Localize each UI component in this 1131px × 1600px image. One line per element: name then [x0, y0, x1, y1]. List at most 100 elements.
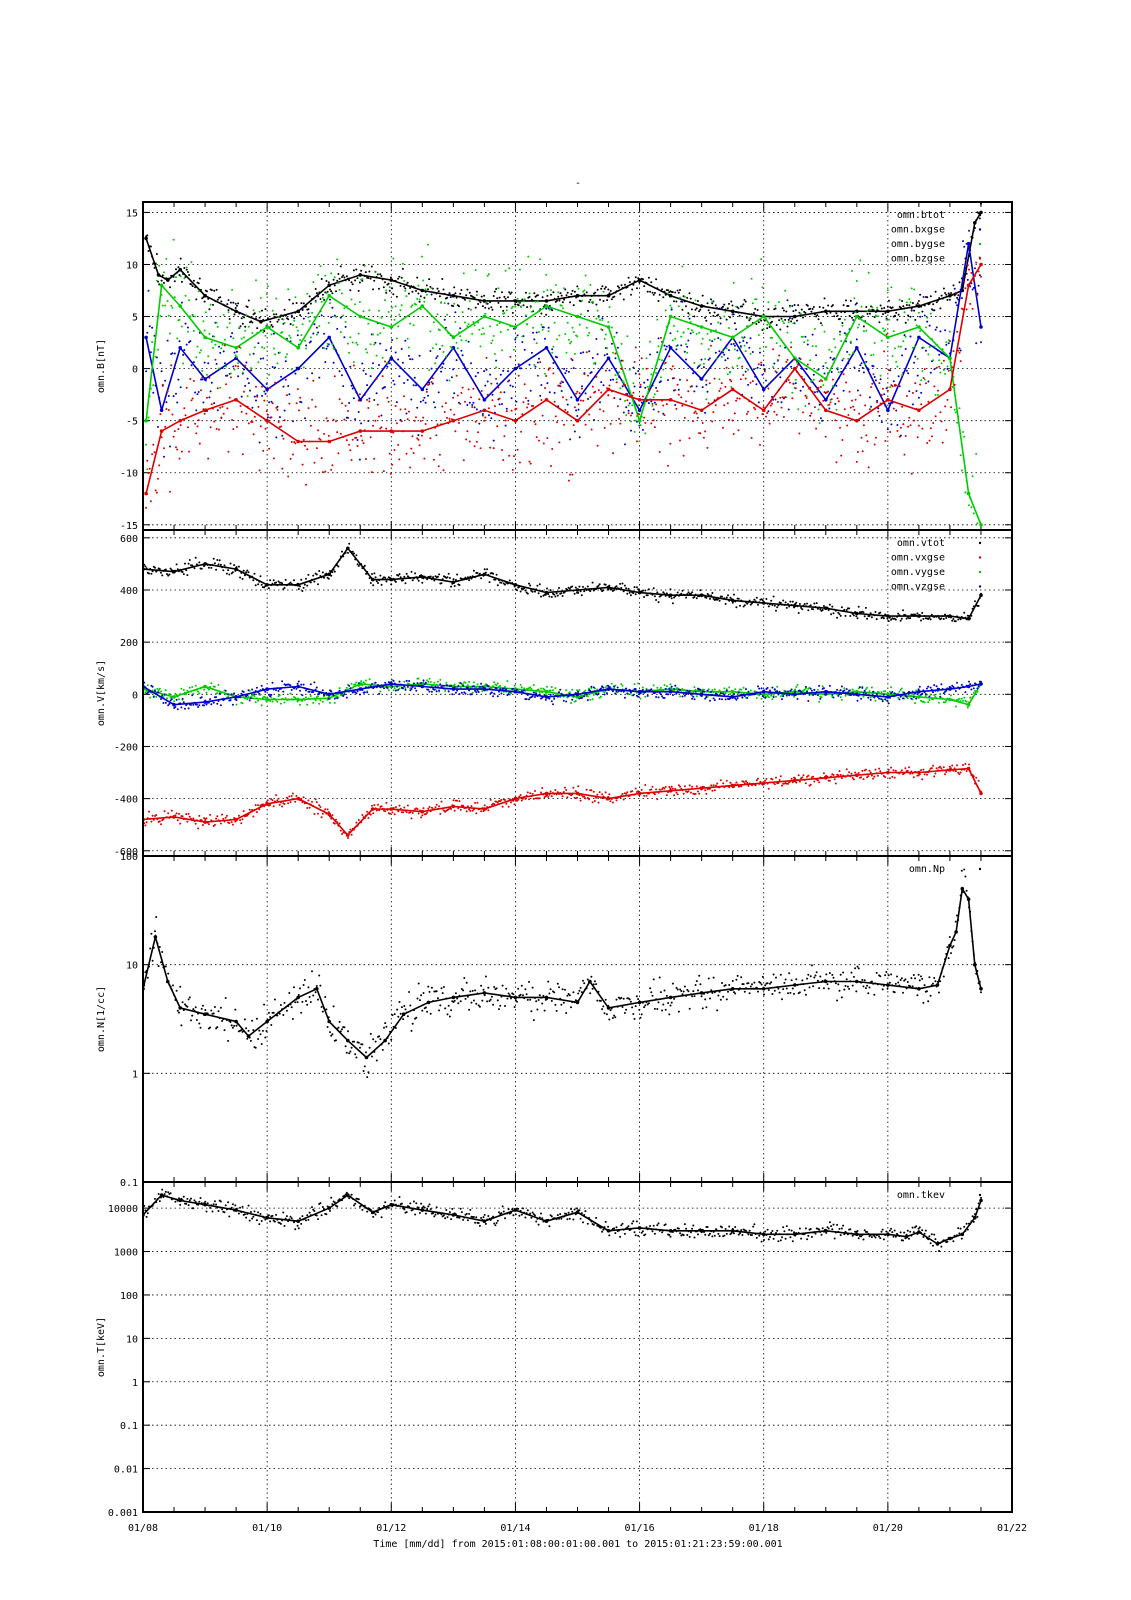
data-point — [258, 808, 261, 811]
data-point — [248, 808, 251, 811]
data-point — [200, 349, 202, 352]
data-point — [344, 404, 347, 407]
data-point — [892, 330, 895, 333]
data-point — [277, 580, 280, 583]
data-point — [599, 401, 601, 404]
data-point — [899, 771, 902, 774]
data-point — [761, 408, 766, 413]
data-point — [227, 299, 230, 302]
data-point — [472, 569, 475, 572]
data-point — [802, 335, 804, 338]
data-point — [412, 577, 415, 580]
data-point — [339, 432, 342, 435]
data-point — [353, 828, 355, 831]
data-point — [468, 680, 471, 683]
data-point — [201, 824, 204, 826]
data-point — [209, 564, 212, 567]
data-point — [595, 303, 598, 306]
data-point — [253, 395, 256, 398]
data-point — [581, 387, 583, 390]
data-point — [491, 399, 494, 402]
data-point — [162, 818, 165, 821]
data-point — [395, 337, 398, 340]
data-point — [643, 403, 646, 406]
data-point — [392, 431, 395, 434]
data-point — [152, 262, 155, 265]
data-point — [427, 288, 429, 291]
data-point — [962, 285, 964, 288]
data-point — [172, 435, 175, 438]
data-point — [264, 696, 267, 699]
data-point — [671, 291, 674, 294]
data-point — [167, 694, 170, 697]
data-point — [226, 303, 229, 306]
data-point — [711, 420, 714, 423]
data-point — [161, 693, 164, 696]
data-point — [671, 602, 674, 605]
data-point — [557, 384, 560, 387]
data-point — [585, 589, 588, 592]
data-point — [866, 312, 869, 315]
data-point — [234, 354, 237, 357]
data-point — [788, 305, 791, 308]
data-point — [868, 769, 871, 772]
data-point — [963, 611, 966, 614]
data-point — [667, 594, 670, 597]
data-point — [584, 797, 587, 800]
data-point — [773, 783, 776, 786]
data-point — [675, 791, 678, 794]
data-point — [756, 309, 759, 311]
data-point — [152, 391, 155, 394]
data-point — [507, 805, 510, 808]
data-point — [271, 309, 274, 312]
data-point — [223, 344, 226, 347]
data-point — [292, 453, 294, 456]
data-point — [615, 378, 618, 381]
data-point — [834, 782, 837, 785]
data-point — [593, 800, 596, 802]
data-point — [434, 298, 437, 300]
data-point — [679, 378, 681, 381]
data-point — [324, 274, 327, 277]
data-point — [476, 801, 479, 804]
data-point — [763, 315, 766, 317]
data-point — [730, 309, 735, 314]
data-point — [649, 398, 652, 401]
data-point — [671, 339, 674, 342]
data-point — [377, 803, 379, 806]
data-point — [538, 439, 540, 442]
data-point — [577, 294, 580, 297]
data-point — [243, 574, 246, 577]
data-point — [437, 290, 440, 293]
data-point — [785, 606, 788, 609]
data-point — [862, 325, 865, 328]
data-point — [458, 422, 460, 424]
data-point — [864, 606, 867, 609]
data-point — [652, 587, 655, 590]
data-point — [327, 281, 330, 284]
data-point — [484, 384, 487, 387]
data-point — [329, 288, 331, 291]
data-point — [804, 782, 807, 785]
data-point — [466, 404, 469, 406]
data-point — [738, 341, 741, 344]
data-point — [861, 314, 864, 317]
data-point — [481, 414, 484, 417]
data-point — [314, 288, 317, 290]
data-point — [443, 411, 446, 413]
data-point — [802, 316, 804, 319]
data-point — [834, 402, 837, 405]
data-point — [269, 320, 272, 323]
data-point — [804, 605, 807, 608]
data-point — [945, 429, 948, 431]
data-point — [735, 606, 738, 609]
data-point — [283, 701, 286, 704]
data-point — [847, 357, 850, 360]
data-point — [204, 379, 207, 382]
data-point — [276, 362, 279, 365]
data-point — [771, 320, 773, 323]
data-point — [564, 786, 566, 789]
data-point — [559, 382, 562, 385]
data-point — [176, 448, 179, 451]
data-point — [856, 775, 859, 778]
